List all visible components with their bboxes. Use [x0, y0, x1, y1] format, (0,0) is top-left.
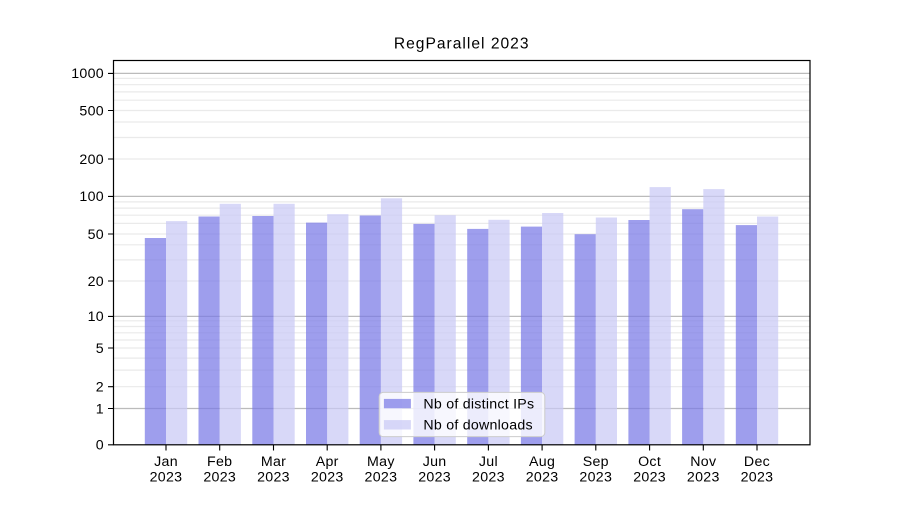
svg-text:Mar: Mar: [261, 454, 286, 470]
svg-text:2023: 2023: [741, 469, 774, 485]
svg-text:May: May: [367, 454, 395, 470]
svg-text:10: 10: [88, 309, 104, 325]
svg-text:2023: 2023: [687, 469, 720, 485]
svg-text:5: 5: [96, 341, 104, 357]
svg-text:Nb of downloads: Nb of downloads: [423, 418, 532, 434]
svg-text:2023: 2023: [257, 469, 290, 485]
svg-text:Feb: Feb: [207, 454, 232, 470]
svg-text:0: 0: [96, 438, 104, 454]
svg-text:Jul: Jul: [479, 454, 498, 470]
svg-text:Dec: Dec: [744, 454, 770, 470]
svg-text:Jan: Jan: [154, 454, 178, 470]
svg-text:2023: 2023: [526, 469, 559, 485]
svg-text:100: 100: [79, 189, 104, 205]
svg-text:Jun: Jun: [423, 454, 447, 470]
svg-text:1000: 1000: [71, 66, 104, 82]
svg-text:1: 1: [96, 401, 104, 417]
svg-text:20: 20: [88, 274, 104, 290]
svg-text:2023: 2023: [150, 469, 183, 485]
svg-text:2: 2: [96, 380, 104, 396]
svg-text:2023: 2023: [365, 469, 398, 485]
svg-text:50: 50: [88, 227, 104, 243]
svg-text:2023: 2023: [633, 469, 666, 485]
svg-text:2023: 2023: [472, 469, 505, 485]
svg-text:RegParallel 2023: RegParallel 2023: [394, 35, 530, 52]
svg-text:2023: 2023: [418, 469, 451, 485]
svg-text:Nb of distinct IPs: Nb of distinct IPs: [423, 396, 534, 412]
svg-text:2023: 2023: [579, 469, 612, 485]
svg-text:Nov: Nov: [690, 454, 717, 470]
svg-text:200: 200: [79, 152, 104, 168]
svg-text:2023: 2023: [311, 469, 344, 485]
svg-text:Sep: Sep: [583, 454, 609, 470]
svg-text:2023: 2023: [203, 469, 236, 485]
svg-text:Aug: Aug: [529, 454, 555, 470]
svg-text:500: 500: [79, 103, 104, 119]
svg-text:Apr: Apr: [316, 454, 339, 470]
svg-text:Oct: Oct: [638, 454, 661, 470]
